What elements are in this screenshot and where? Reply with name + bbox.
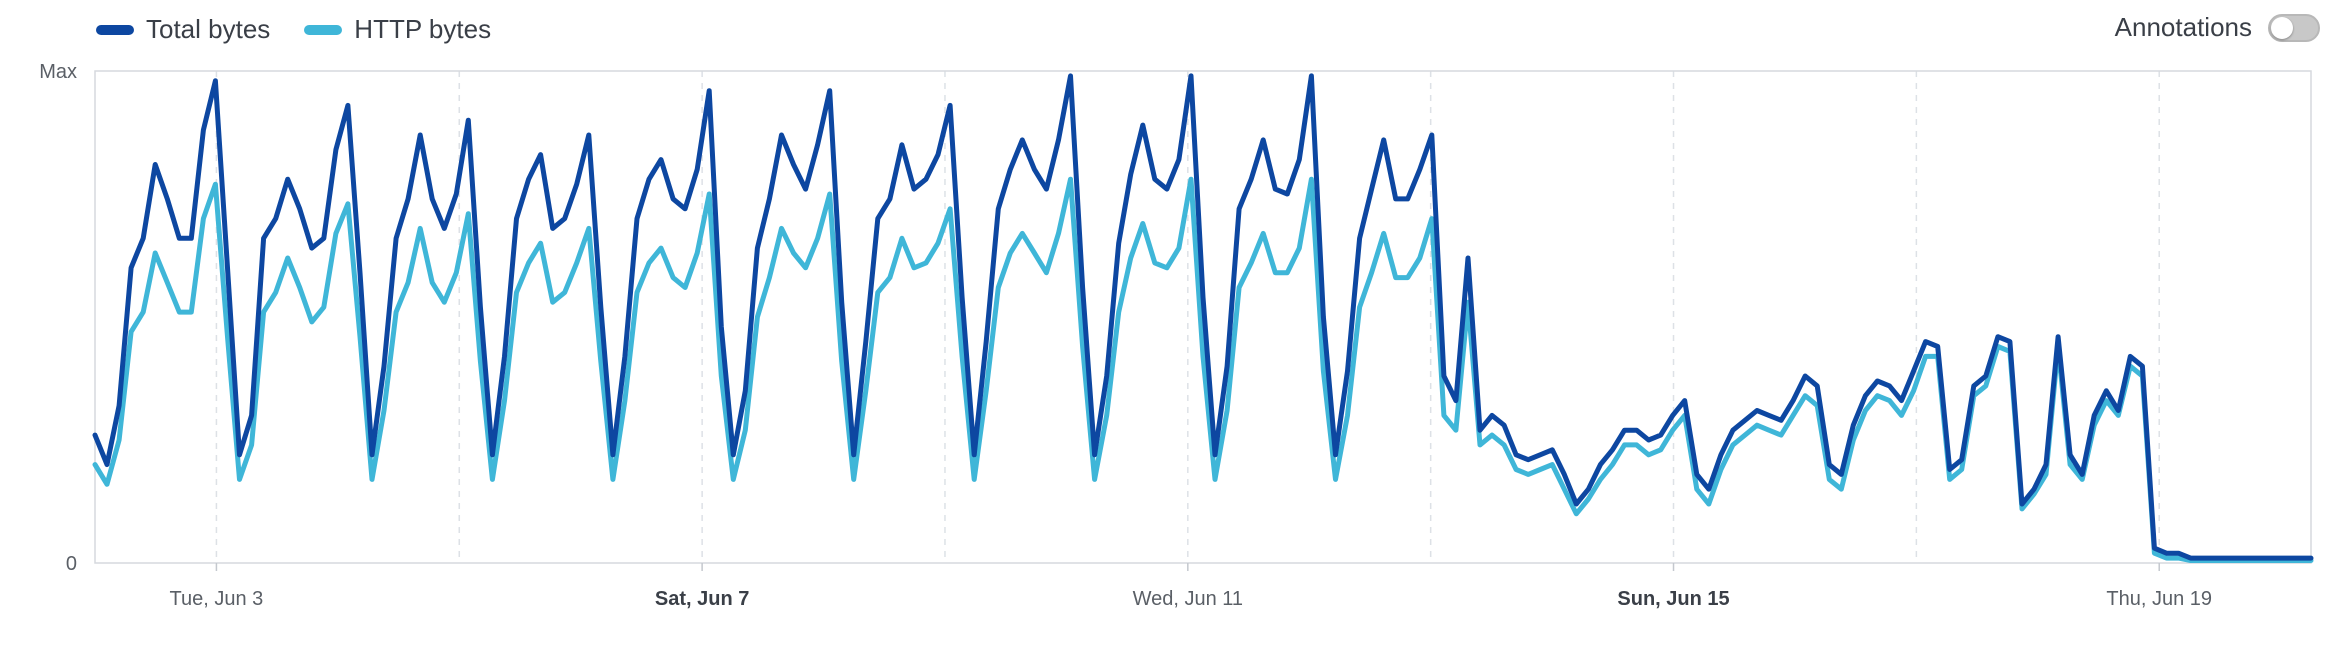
legend-swatch-http-bytes [304, 24, 343, 35]
series-line-http-bytes[interactable] [92, 176, 2314, 563]
x-tick-label-3: Sun, Jun 15 [1617, 588, 1729, 610]
x-tick-label-4: Thu, Jun 19 [2106, 588, 2212, 610]
annotations-control: Annotations [2115, 12, 2320, 43]
x-tick-label-1: Sat, Jun 7 [655, 588, 749, 610]
legend-item-http-bytes[interactable]: HTTP bytes [304, 14, 491, 45]
annotations-toggle[interactable] [2268, 13, 2320, 42]
legend-item-total-bytes[interactable]: Total bytes [96, 14, 270, 45]
plot-area-frame [94, 70, 2312, 564]
series-line-total-bytes[interactable] [92, 73, 2314, 561]
legend-swatch-total-bytes [96, 24, 134, 35]
annotations-label: Annotations [2114, 12, 2252, 42]
annotations-toggle-knob [2271, 16, 2293, 39]
legend-label-total-bytes: Total bytes [146, 14, 271, 44]
y-tick-label-zero: 0 [66, 553, 77, 575]
y-tick-label-max: Max [39, 61, 77, 83]
chart-legend: Total bytes HTTP bytes [96, 14, 491, 45]
chart-grid [215, 71, 2160, 563]
x-axis-ticks: Tue, Jun 3 Sat, Jun 7 Wed, Jun 11 Sun, Jun … [170, 563, 2212, 610]
x-tick-label-2: Wed, Jun 11 [1133, 588, 1243, 610]
chart-series [92, 73, 2314, 563]
x-tick-label-0: Tue, Jun 3 [170, 588, 264, 610]
legend-label-http-bytes: HTTP bytes [354, 14, 492, 44]
